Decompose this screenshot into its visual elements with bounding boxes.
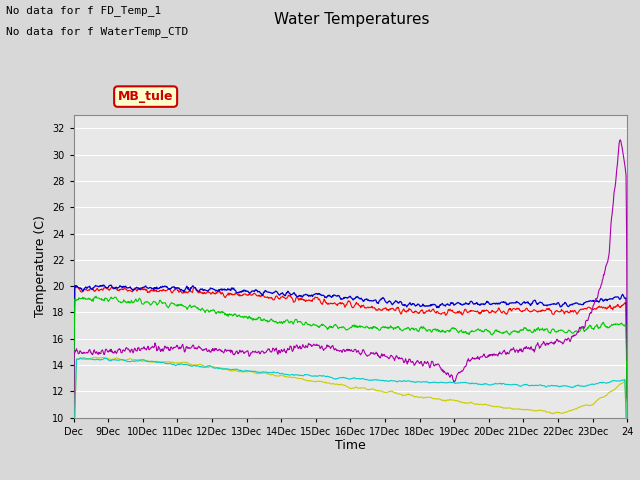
Y-axis label: Temperature (C): Temperature (C)	[33, 216, 47, 317]
Legend: FR_temp_A, FR_temp_B, FR_temp_C, WaterT, CondTemp, MDTemp_A: FR_temp_A, FR_temp_B, FR_temp_C, WaterT,…	[35, 478, 640, 480]
Text: Water Temperatures: Water Temperatures	[275, 12, 429, 27]
Text: No data for f FD_Temp_1: No data for f FD_Temp_1	[6, 5, 162, 16]
Text: No data for f WaterTemp_CTD: No data for f WaterTemp_CTD	[6, 26, 189, 37]
X-axis label: Time: Time	[335, 439, 366, 453]
Text: MB_tule: MB_tule	[118, 90, 173, 103]
